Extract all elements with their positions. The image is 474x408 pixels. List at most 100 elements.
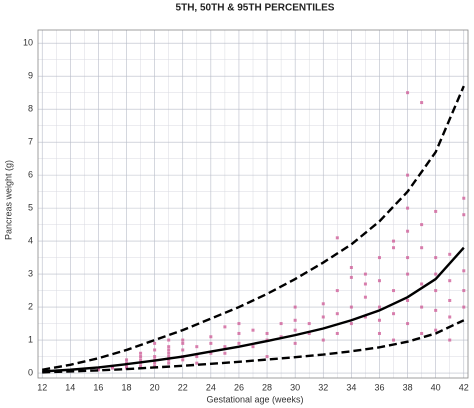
chart-title: 5TH, 50TH & 95TH PERCENTILES bbox=[176, 3, 335, 14]
data-point bbox=[363, 295, 367, 299]
data-point bbox=[448, 279, 452, 283]
data-point bbox=[279, 322, 283, 326]
x-tick-label: 26 bbox=[234, 382, 244, 392]
data-point bbox=[195, 355, 199, 359]
data-point bbox=[195, 361, 199, 365]
x-tick-label: 14 bbox=[65, 382, 75, 392]
data-point bbox=[462, 289, 466, 293]
data-point bbox=[293, 328, 297, 332]
data-point bbox=[462, 196, 466, 200]
x-tick-label: 28 bbox=[262, 382, 272, 392]
data-point bbox=[406, 173, 410, 177]
data-point bbox=[434, 308, 438, 312]
data-point bbox=[349, 305, 353, 309]
data-point bbox=[462, 269, 466, 273]
data-point bbox=[434, 256, 438, 260]
x-tick-label: 16 bbox=[93, 382, 103, 392]
data-point bbox=[448, 298, 452, 302]
data-point bbox=[223, 351, 227, 355]
data-point bbox=[335, 236, 339, 240]
x-tick-label: 34 bbox=[346, 382, 356, 392]
data-point bbox=[377, 305, 381, 309]
data-point bbox=[279, 335, 283, 339]
data-point bbox=[448, 338, 452, 342]
data-point bbox=[349, 265, 353, 269]
data-point bbox=[139, 355, 143, 359]
data-point bbox=[153, 341, 157, 345]
data-point bbox=[153, 348, 157, 352]
data-point bbox=[434, 289, 438, 293]
data-point bbox=[139, 364, 143, 368]
x-tick-label: 32 bbox=[318, 382, 328, 392]
data-point bbox=[181, 358, 185, 362]
data-point bbox=[209, 335, 213, 339]
data-point bbox=[167, 351, 171, 355]
data-point bbox=[181, 338, 185, 342]
data-point bbox=[265, 355, 269, 359]
data-point bbox=[406, 206, 410, 210]
x-tick-label: 20 bbox=[150, 382, 160, 392]
x-tick-label: 12 bbox=[37, 382, 47, 392]
percentile-curve bbox=[42, 85, 465, 371]
data-point bbox=[420, 223, 424, 227]
x-axis-label: Gestational age (weeks) bbox=[206, 394, 303, 404]
data-point bbox=[377, 331, 381, 335]
data-point bbox=[181, 348, 185, 352]
x-tick-label: 38 bbox=[403, 382, 413, 392]
y-axis-label: Pancreas weight (g) bbox=[3, 160, 13, 240]
y-tick-label: 10 bbox=[23, 38, 33, 48]
data-point bbox=[167, 358, 171, 362]
data-point bbox=[392, 239, 396, 243]
data-point bbox=[448, 315, 452, 319]
data-point bbox=[392, 246, 396, 250]
data-point bbox=[110, 366, 114, 370]
data-point bbox=[125, 364, 129, 368]
data-point bbox=[139, 358, 143, 362]
data-point bbox=[349, 322, 353, 326]
data-point bbox=[153, 361, 157, 365]
data-point bbox=[406, 322, 410, 326]
data-point bbox=[434, 209, 438, 213]
data-point bbox=[321, 302, 325, 306]
data-point bbox=[420, 246, 424, 250]
data-point bbox=[392, 312, 396, 316]
data-point bbox=[335, 289, 339, 293]
data-point bbox=[406, 298, 410, 302]
data-point bbox=[462, 305, 466, 309]
data-point bbox=[139, 351, 143, 355]
data-point bbox=[406, 91, 410, 95]
data-point bbox=[237, 341, 241, 345]
data-point bbox=[462, 213, 466, 217]
data-point bbox=[96, 368, 100, 372]
data-point bbox=[237, 322, 241, 326]
data-point bbox=[293, 305, 297, 309]
data-point bbox=[293, 341, 297, 345]
data-point bbox=[392, 289, 396, 293]
data-point bbox=[153, 355, 157, 359]
data-point bbox=[125, 358, 129, 362]
data-point bbox=[420, 282, 424, 286]
data-point bbox=[167, 361, 171, 365]
data-point bbox=[209, 341, 213, 345]
data-point bbox=[363, 272, 367, 276]
y-tick-label: 1 bbox=[28, 334, 33, 344]
data-point bbox=[349, 275, 353, 279]
data-point bbox=[335, 312, 339, 316]
data-point bbox=[392, 338, 396, 342]
data-point bbox=[251, 328, 255, 332]
y-tick-label: 0 bbox=[28, 367, 33, 377]
y-tick-label: 8 bbox=[28, 104, 33, 114]
data-point bbox=[307, 331, 311, 335]
data-point bbox=[223, 325, 227, 329]
data-point bbox=[223, 345, 227, 349]
data-point bbox=[195, 345, 199, 349]
data-point bbox=[167, 355, 171, 359]
data-point bbox=[307, 322, 311, 326]
data-point bbox=[420, 101, 424, 105]
y-tick-label: 9 bbox=[28, 71, 33, 81]
data-point bbox=[335, 331, 339, 335]
y-tick-label: 2 bbox=[28, 301, 33, 311]
data-point bbox=[406, 272, 410, 276]
y-tick-label: 4 bbox=[28, 235, 33, 245]
